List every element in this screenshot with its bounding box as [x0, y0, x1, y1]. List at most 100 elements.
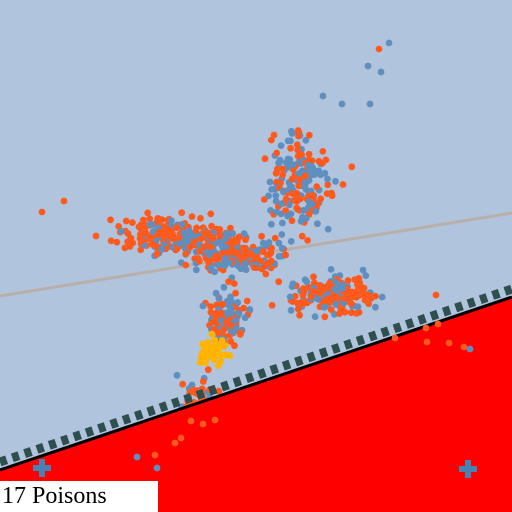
- swarm-particle: [215, 295, 223, 302]
- swarm-particle: [334, 294, 342, 302]
- swarm-particle: [294, 299, 301, 307]
- swarm-particle: [326, 298, 334, 306]
- swarm-particle: [169, 232, 177, 240]
- swarm-particle: [219, 301, 226, 308]
- swarm-particle: [107, 237, 115, 245]
- swarm-particle: [279, 187, 287, 195]
- swarm-particle: [113, 238, 121, 246]
- swarm-particle: [204, 366, 212, 374]
- swarm-particle: [289, 190, 296, 197]
- swarm-particle: [144, 209, 152, 217]
- swarm-particle: [282, 207, 289, 215]
- swarm-particle: [240, 230, 248, 238]
- poison-counter: 17 Poisons: [0, 481, 158, 512]
- swarm-particle: [366, 100, 374, 108]
- gold-particle: [211, 336, 219, 344]
- swarm-particle: [233, 238, 241, 246]
- swarm-particle: [372, 303, 379, 311]
- swarm-particle: [225, 278, 233, 285]
- swarm-particle: [273, 208, 280, 216]
- swarm-particle: [355, 308, 363, 316]
- swarm-particle: [126, 236, 134, 244]
- swarm-particle: [315, 167, 323, 175]
- swarm-particle: [362, 272, 370, 279]
- swarm-particle: [139, 230, 147, 237]
- swarm-particle: [275, 278, 283, 286]
- swarm-particle: [286, 293, 294, 301]
- swarm-particle: [214, 261, 222, 269]
- swarm-particle: [272, 192, 280, 200]
- swarm-particle: [287, 144, 294, 152]
- swarm-particle: [137, 222, 145, 230]
- ground-particle: [151, 451, 159, 459]
- swarm-particle: [301, 181, 309, 189]
- swarm-particle: [282, 195, 290, 203]
- swarm-particle: [327, 266, 335, 273]
- swarm-particle: [146, 215, 154, 223]
- swarm-particle: [347, 309, 355, 317]
- swarm-particle: [160, 231, 167, 239]
- swarm-particle: [246, 306, 254, 313]
- swarm-particle: [287, 210, 295, 218]
- swarm-particle: [220, 283, 228, 291]
- swarm-particle: [229, 230, 237, 237]
- swarm-particle: [267, 257, 275, 265]
- swarm-particle: [193, 224, 201, 232]
- swarm-particle: [201, 228, 209, 236]
- swarm-particle: [192, 266, 200, 274]
- swarm-particle: [205, 258, 213, 266]
- ground-particle: [153, 464, 161, 472]
- swarm-particle: [214, 239, 222, 246]
- swarm-particle: [305, 156, 313, 164]
- gold-particle: [201, 344, 208, 352]
- swarm-particle: [259, 248, 267, 256]
- swarm-particle: [232, 289, 240, 297]
- hazard-zone: [0, 297, 512, 512]
- poison-label: Poisons: [32, 483, 107, 509]
- swarm-particle: [107, 216, 114, 224]
- swarm-particle: [287, 306, 295, 314]
- swarm-particle: [307, 192, 315, 200]
- swarm-particle: [262, 270, 270, 278]
- swarm-particle: [258, 232, 265, 240]
- swarm-particle: [145, 234, 153, 242]
- swarm-particle: [296, 176, 303, 183]
- swarm-particle: [158, 245, 166, 253]
- ground-particle: [211, 416, 219, 424]
- swarm-particle: [250, 264, 258, 271]
- swarm-particle: [248, 251, 255, 259]
- swarm-particle: [312, 207, 320, 215]
- swarm-particle: [300, 207, 308, 214]
- swarm-particle: [313, 183, 321, 191]
- plus-cross-icon[interactable]: [459, 460, 477, 478]
- swarm-particle: [220, 261, 228, 269]
- swarm-particle: [272, 169, 280, 177]
- ground-particles: [133, 320, 474, 472]
- swarm-particle: [323, 283, 330, 291]
- swarm-particle: [288, 217, 296, 225]
- swarm-particle: [241, 314, 249, 322]
- swarm-particle: [291, 197, 298, 204]
- swarm-particle: [126, 243, 134, 250]
- swarm-particle: [227, 293, 234, 301]
- swarm-particle: [235, 309, 243, 317]
- swarm-particle: [321, 169, 329, 177]
- swarm-particle: [194, 255, 202, 262]
- swarm-particle: [289, 161, 297, 169]
- swarm-particle: [265, 239, 273, 246]
- swarm-particle: [221, 255, 229, 262]
- swarm-particle: [302, 136, 310, 144]
- swarm-particle: [305, 131, 313, 139]
- plus-cross-icon[interactable]: [33, 459, 51, 477]
- swarm-particle: [179, 380, 187, 388]
- swarm-particle: [336, 310, 343, 317]
- swarm-particle: [182, 250, 190, 258]
- swarm-particle: [227, 224, 234, 232]
- swarm-particle: [288, 130, 296, 137]
- gold-particle: [216, 358, 224, 365]
- swarm-particle: [122, 217, 130, 225]
- swarm-particle: [138, 237, 146, 245]
- swarm-particle: [359, 266, 367, 274]
